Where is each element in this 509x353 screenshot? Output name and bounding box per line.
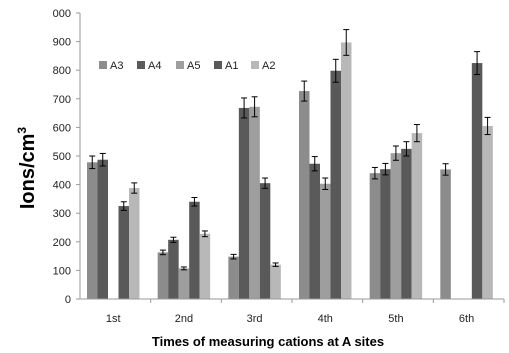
bar-a1-3rd — [259, 183, 271, 299]
y-tick-label: 800 — [53, 65, 71, 77]
legend-swatch-a3 — [99, 61, 107, 69]
bar-a3-6th — [440, 169, 451, 299]
y-tick-label: 000 — [53, 8, 71, 20]
plot-area — [87, 29, 493, 300]
bar-a4-5th — [380, 169, 391, 299]
bar-a5-3rd — [249, 106, 260, 299]
axes: 0 100 200 300 400 500 600 700 800 900 000 1st 2nd 3rd… — [53, 8, 505, 325]
x-tick-label: 2nd — [175, 313, 193, 325]
legend-swatch-a2 — [251, 61, 259, 69]
legend-label-a4: A4 — [148, 60, 161, 72]
y-tick-label: 600 — [53, 122, 71, 134]
bar-a4-1st — [97, 159, 108, 299]
y-tick-label: 900 — [53, 37, 71, 49]
bar-a2-5th — [411, 133, 423, 299]
bar-a5-2nd — [178, 268, 190, 299]
bar-a3-1st — [87, 162, 98, 299]
bar-a5-4th — [320, 183, 331, 299]
legend-swatch-a4 — [137, 61, 145, 69]
bar-a1-4th — [330, 70, 341, 299]
y-axis-title: Ions/cm3 — [15, 127, 39, 210]
x-tick-label: 6th — [459, 313, 474, 325]
bar-a4-3rd — [238, 107, 250, 300]
y-axis-title-superscript: 3 — [15, 127, 29, 134]
y-tick-label: 200 — [53, 237, 71, 249]
legend-label-a2: A2 — [262, 60, 275, 72]
bar-a4-4th — [309, 163, 320, 299]
legend-label-a5: A5 — [187, 60, 200, 72]
y-tick-label: 300 — [53, 208, 71, 220]
bar-a3-5th — [369, 173, 381, 299]
y-tick-label: 700 — [53, 94, 71, 106]
bar-a2-2nd — [199, 233, 211, 299]
y-tick-label: 100 — [53, 265, 71, 277]
bar-a1-5th — [401, 148, 412, 299]
legend-swatch-a1 — [214, 61, 222, 69]
bar-a1-6th — [471, 63, 483, 299]
bar-a3-4th — [299, 91, 310, 299]
y-axis-title-main: Ions/cm — [17, 134, 39, 210]
bar-a3-2nd — [157, 252, 169, 299]
bar-a2-4th — [341, 42, 352, 299]
bar-a2-3rd — [270, 264, 281, 299]
x-tick-label: 1st — [106, 313, 121, 325]
bar-a3-3rd — [228, 256, 239, 299]
legend-label-a3: A3 — [110, 60, 123, 72]
bar-a2-1st — [129, 188, 140, 299]
legend-swatch-a5 — [176, 61, 184, 69]
bar-a5-5th — [390, 153, 402, 299]
y-tick-label: 500 — [53, 151, 71, 163]
y-tick-label: 400 — [53, 180, 71, 192]
x-tick-label: 4th — [318, 313, 333, 325]
legend-label-a1: A1 — [225, 60, 238, 72]
bar-a1-2nd — [189, 201, 200, 299]
bar-a2-6th — [482, 125, 493, 299]
x-axis-title: Times of measuring cations at A sites — [152, 334, 384, 349]
x-tick-label: 5th — [388, 313, 403, 325]
bar-a4-2nd — [168, 239, 179, 299]
x-tick-label: 3rd — [247, 313, 263, 325]
y-tick-label: 0 — [65, 294, 71, 306]
legend: A3 A4 A5 A1 A2 — [99, 60, 275, 72]
bar-a1-1st — [118, 206, 129, 299]
